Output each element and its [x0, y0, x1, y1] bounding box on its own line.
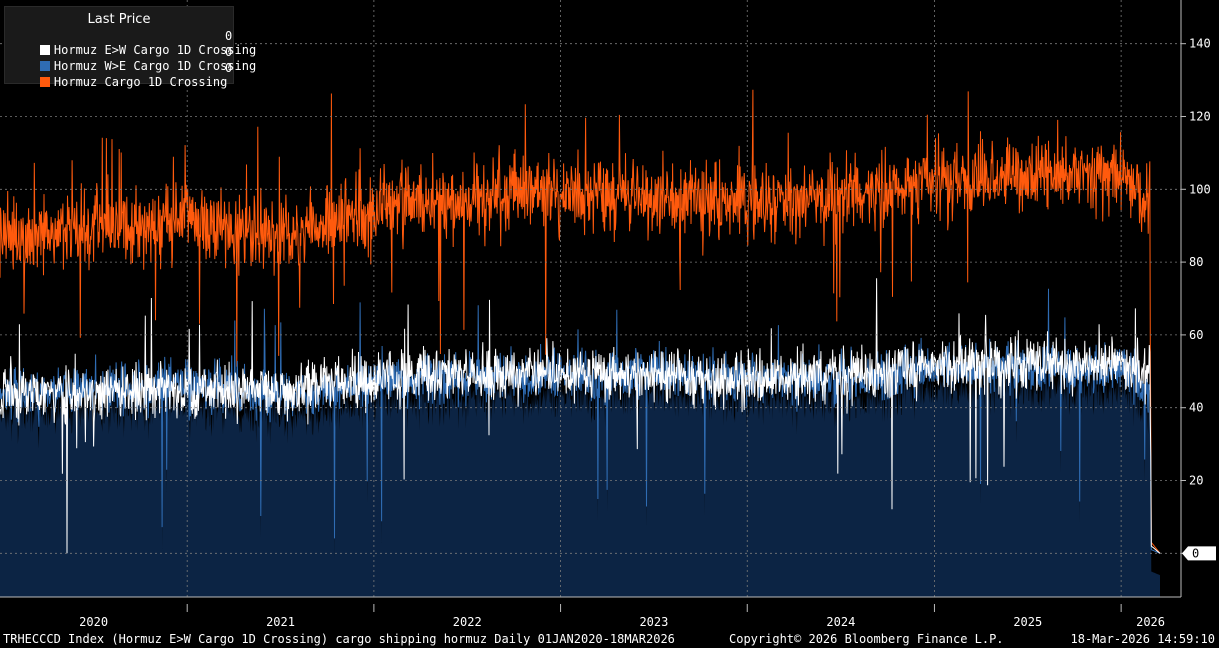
- x-axis-tick-label: 2024: [826, 615, 855, 629]
- footer-timestamp: 18-Mar-2026 14:59:10: [1070, 632, 1216, 646]
- legend-last-value: 0: [225, 29, 233, 43]
- legend-label: Hormuz Cargo 1D Crossing: [53, 75, 228, 89]
- legend-last-value: 0: [225, 61, 233, 75]
- y-axis-tick-label: 20: [1189, 474, 1203, 488]
- footer-security-description: TRHECCCD Index (Hormuz E>W Cargo 1D Cros…: [3, 632, 675, 646]
- x-axis-tick-label: 2022: [453, 615, 482, 629]
- legend-label: Hormuz E>W Cargo 1D Crossing: [53, 43, 257, 57]
- series-line-hormuz-cargo: [0, 89, 1161, 554]
- x-axis-tick-label: 2021: [266, 615, 295, 629]
- last-value-tag-label: 0: [1192, 546, 1199, 560]
- legend-entry-total[interactable]: Hormuz Cargo 1D Crossing 0: [11, 61, 232, 89]
- legend-entry-ew[interactable]: Hormuz E>W Cargo 1D Crossing 0: [11, 29, 256, 57]
- legend-label: Hormuz W>E Cargo 1D Crossing: [53, 59, 257, 73]
- legend-last-value: 0: [225, 45, 233, 59]
- x-axis-tick-label: 2020: [79, 615, 108, 629]
- legend-swatch-icon: [39, 61, 50, 71]
- legend-swatch-icon: [39, 77, 50, 87]
- y-axis-tick-label: 60: [1189, 328, 1203, 342]
- footer-copyright: Copyright© 2026 Bloomberg Finance L.P.: [729, 632, 1004, 646]
- chart-legend: Last Price Hormuz E>W Cargo 1D Crossing 0…: [4, 6, 256, 89]
- x-axis-tick-label: 2026: [1136, 615, 1165, 629]
- legend-entry-we[interactable]: Hormuz W>E Cargo 1D Crossing 0: [11, 45, 256, 73]
- x-axis-tick-label: 2025: [1013, 615, 1042, 629]
- y-axis-tick-label: 120: [1189, 109, 1211, 123]
- series-area-fill: [0, 310, 1160, 597]
- y-axis-tick-label: 40: [1189, 401, 1203, 415]
- last-value-tag: [1182, 546, 1216, 561]
- legend-swatch-icon: [39, 45, 50, 55]
- series-line-hormuz-e-w: [0, 278, 1161, 554]
- y-axis-tick-label: 100: [1189, 182, 1211, 196]
- legend-title: Last Price: [87, 12, 151, 27]
- y-axis-tick-label: 140: [1189, 37, 1211, 51]
- x-axis-tick-label: 2023: [639, 615, 668, 629]
- y-axis-tick-label: 80: [1189, 255, 1203, 269]
